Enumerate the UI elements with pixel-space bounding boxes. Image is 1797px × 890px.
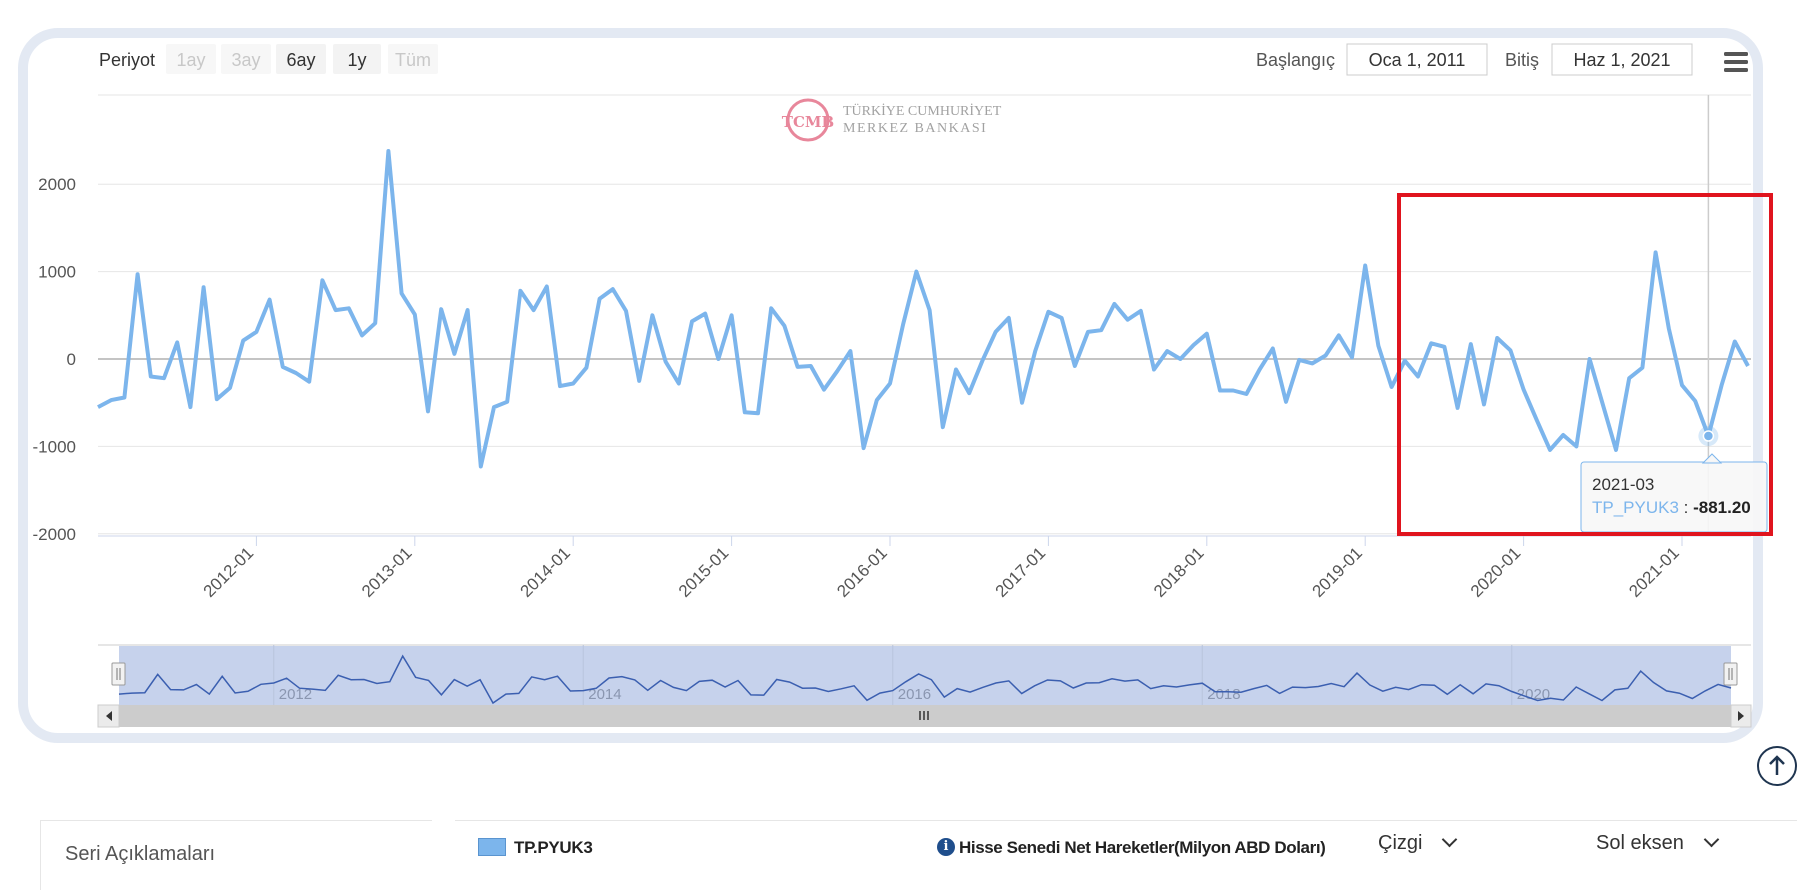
chevron-down-icon xyxy=(1442,831,1458,848)
navigator-series-line xyxy=(118,654,1732,705)
range-button-label: 1ay xyxy=(176,50,205,70)
chevron-down-icon xyxy=(1703,831,1720,848)
tooltip-series-name: TP_PYUK3 xyxy=(1592,498,1679,517)
navigator-year-label: 2014 xyxy=(588,686,621,703)
x-tick-label: 2013-01 xyxy=(358,543,416,601)
tooltip-date: 2021-03 xyxy=(1592,475,1654,494)
legend-row-divider xyxy=(455,820,1797,821)
series-descriptions-title: Seri Açıklamaları xyxy=(65,843,216,865)
x-tick-label: 2016-01 xyxy=(833,543,891,601)
navigator-left-handle[interactable] xyxy=(111,662,126,686)
hamburger-menu-icon[interactable] xyxy=(1724,52,1748,72)
hovered-data-point[interactable] xyxy=(1702,430,1715,442)
navigator-selection[interactable] xyxy=(119,646,1731,706)
tcmb-watermark-logo: TCMB TÜRKİYE CUMHURİYET MERKEZ BANKASI xyxy=(782,98,1002,142)
end-date-label: Bitiş xyxy=(1505,50,1539,70)
start-date-label: Başlangıç xyxy=(1256,50,1335,70)
x-tick-label: 2018-01 xyxy=(1150,543,1208,601)
y-tick-label: -1000 xyxy=(33,437,76,456)
info-icon[interactable]: i xyxy=(937,838,955,856)
range-button-1y[interactable]: 1y xyxy=(333,44,381,74)
x-tick-label: 2014-01 xyxy=(516,543,574,601)
chart-type-value: Çizgi xyxy=(1378,832,1423,854)
scrollbar-grip-icon xyxy=(919,711,929,720)
series-description: Hisse Senedi Net Hareketler(Milyon ABD D… xyxy=(959,838,1326,857)
range-button-label: 1y xyxy=(347,50,366,70)
scroll-right-button[interactable] xyxy=(1730,704,1752,728)
axis-value: Sol eksen xyxy=(1596,832,1684,854)
range-button-label: Tüm xyxy=(395,50,431,70)
navigator-year-label: 2012 xyxy=(279,686,312,703)
chart-type-dropdown[interactable]: Çizgi xyxy=(1378,831,1458,855)
y-tick-label: 2000 xyxy=(38,175,76,194)
end-date-value: Haz 1, 2021 xyxy=(1573,50,1670,70)
series-descriptions-tab[interactable]: Seri Açıklamaları xyxy=(40,820,432,890)
range-button-bg xyxy=(166,44,216,74)
range-button-3ay: 3ay xyxy=(221,44,271,74)
start-date-input[interactable] xyxy=(1346,43,1488,76)
handle-body xyxy=(1723,662,1738,686)
range-button-6ay[interactable]: 6ay xyxy=(276,44,326,74)
x-tick-label: 2021-01 xyxy=(1625,543,1683,601)
navigator-right-handle[interactable] xyxy=(1723,662,1738,686)
range-button-bg xyxy=(221,44,271,74)
range-button-1ay: 1ay xyxy=(166,44,216,74)
arrow-right-icon xyxy=(1738,711,1744,721)
tooltip-box xyxy=(1580,461,1768,533)
x-tick-label: 2012-01 xyxy=(200,543,258,601)
end-date-input[interactable] xyxy=(1551,43,1693,76)
axis-dropdown[interactable]: Sol eksen xyxy=(1596,831,1720,855)
menu-bar xyxy=(1724,60,1748,64)
tooltip-value: -881.20 xyxy=(1693,498,1751,517)
scroll-left-button[interactable] xyxy=(97,704,120,728)
tooltip: 2021-03 TP_PYUK3 : -881.20 xyxy=(1580,453,1768,533)
tooltip-separator: : xyxy=(1679,498,1693,517)
y-tick-label: 1000 xyxy=(38,263,76,282)
arrow-left-icon xyxy=(106,711,112,721)
menu-bar xyxy=(1724,68,1748,72)
x-tick-label: 2019-01 xyxy=(1308,543,1366,601)
series-color-swatch[interactable] xyxy=(478,838,506,856)
highlight-box xyxy=(1397,193,1773,536)
scrollbar-thumb[interactable] xyxy=(119,705,1731,727)
arrow-up-icon xyxy=(1769,755,1785,775)
menu-bar xyxy=(1724,52,1748,56)
range-button-label: 3ay xyxy=(231,50,260,70)
series-line-tp-pyuk3[interactable] xyxy=(97,149,1750,469)
period-label: Periyot xyxy=(99,50,155,70)
watermark-ring xyxy=(786,98,830,142)
x-tick-label: 2020-01 xyxy=(1467,543,1525,601)
x-tick-label: 2017-01 xyxy=(992,543,1050,601)
watermark-line1: TÜRKİYE CUMHURİYET xyxy=(843,102,1002,119)
watermark-line2: MERKEZ BANKASI xyxy=(843,121,987,136)
tooltip-value-line: TP_PYUK3 : -881.20 xyxy=(1592,498,1751,517)
navigator-year-label: 2018 xyxy=(1207,686,1240,703)
range-button-bg xyxy=(388,44,438,74)
x-tick-label: 2015-01 xyxy=(675,543,733,601)
handle-body xyxy=(111,662,126,686)
scroll-to-top-button[interactable] xyxy=(1757,746,1797,786)
y-tick-label: 0 xyxy=(67,350,76,369)
range-button-Tüm: Tüm xyxy=(388,44,438,74)
navigator-year-label: 2020 xyxy=(1517,686,1550,703)
range-button-bg xyxy=(333,44,381,74)
watermark-monogram: TCMB xyxy=(782,113,834,131)
range-button-bg xyxy=(276,44,326,74)
range-button-label: 6ay xyxy=(286,50,315,70)
y-tick-label: -2000 xyxy=(33,525,76,544)
chart: Periyot 1ay 3ay 6ay 1y Tüm Başlangıç Oca 1, 201… xyxy=(33,43,1773,728)
series-code: TP.PYUK3 xyxy=(514,838,593,857)
start-date-value: Oca 1, 2011 xyxy=(1369,50,1466,70)
tooltip-arrow xyxy=(1701,453,1723,464)
navigator-year-label: 2016 xyxy=(898,686,931,703)
